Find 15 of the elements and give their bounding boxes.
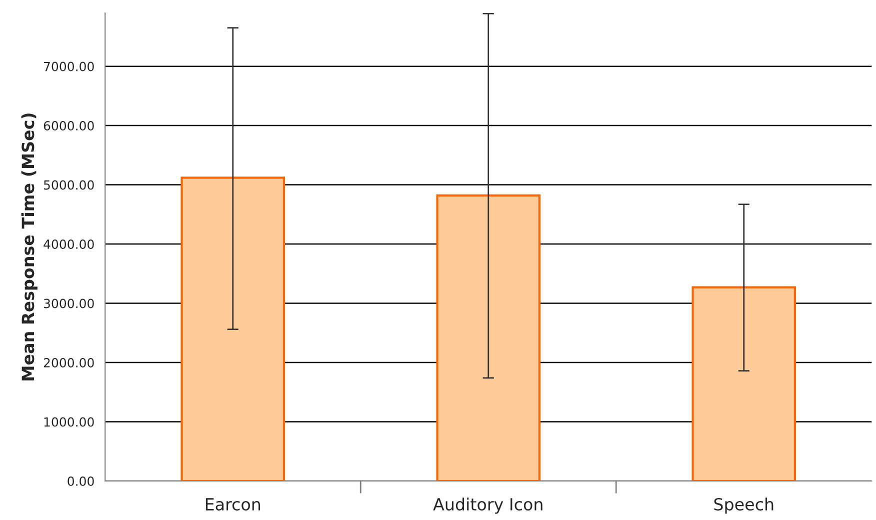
y-tick-label: 5000.00	[44, 180, 94, 190]
bar	[180, 176, 286, 481]
y-tick-label: 3000.00	[44, 298, 94, 308]
y-tick-label: 0.00	[68, 476, 94, 486]
y-tick-label: 6000.00	[44, 121, 94, 130]
y-tick-label: 1000.00	[44, 417, 94, 427]
bar	[692, 286, 796, 481]
x-tick-label: Auditory Icon	[433, 498, 542, 514]
bar	[436, 194, 541, 481]
x-tick-label: Earcon	[206, 498, 260, 511]
y-tick-label: 4000.00	[44, 240, 94, 249]
y-tick-label: 2000.00	[44, 358, 94, 368]
y-axis-title: Mean Response Time (MSec)	[21, 114, 38, 380]
x-tick-label: Speech	[714, 498, 774, 514]
y-tick-label: 7000.00	[44, 62, 94, 72]
